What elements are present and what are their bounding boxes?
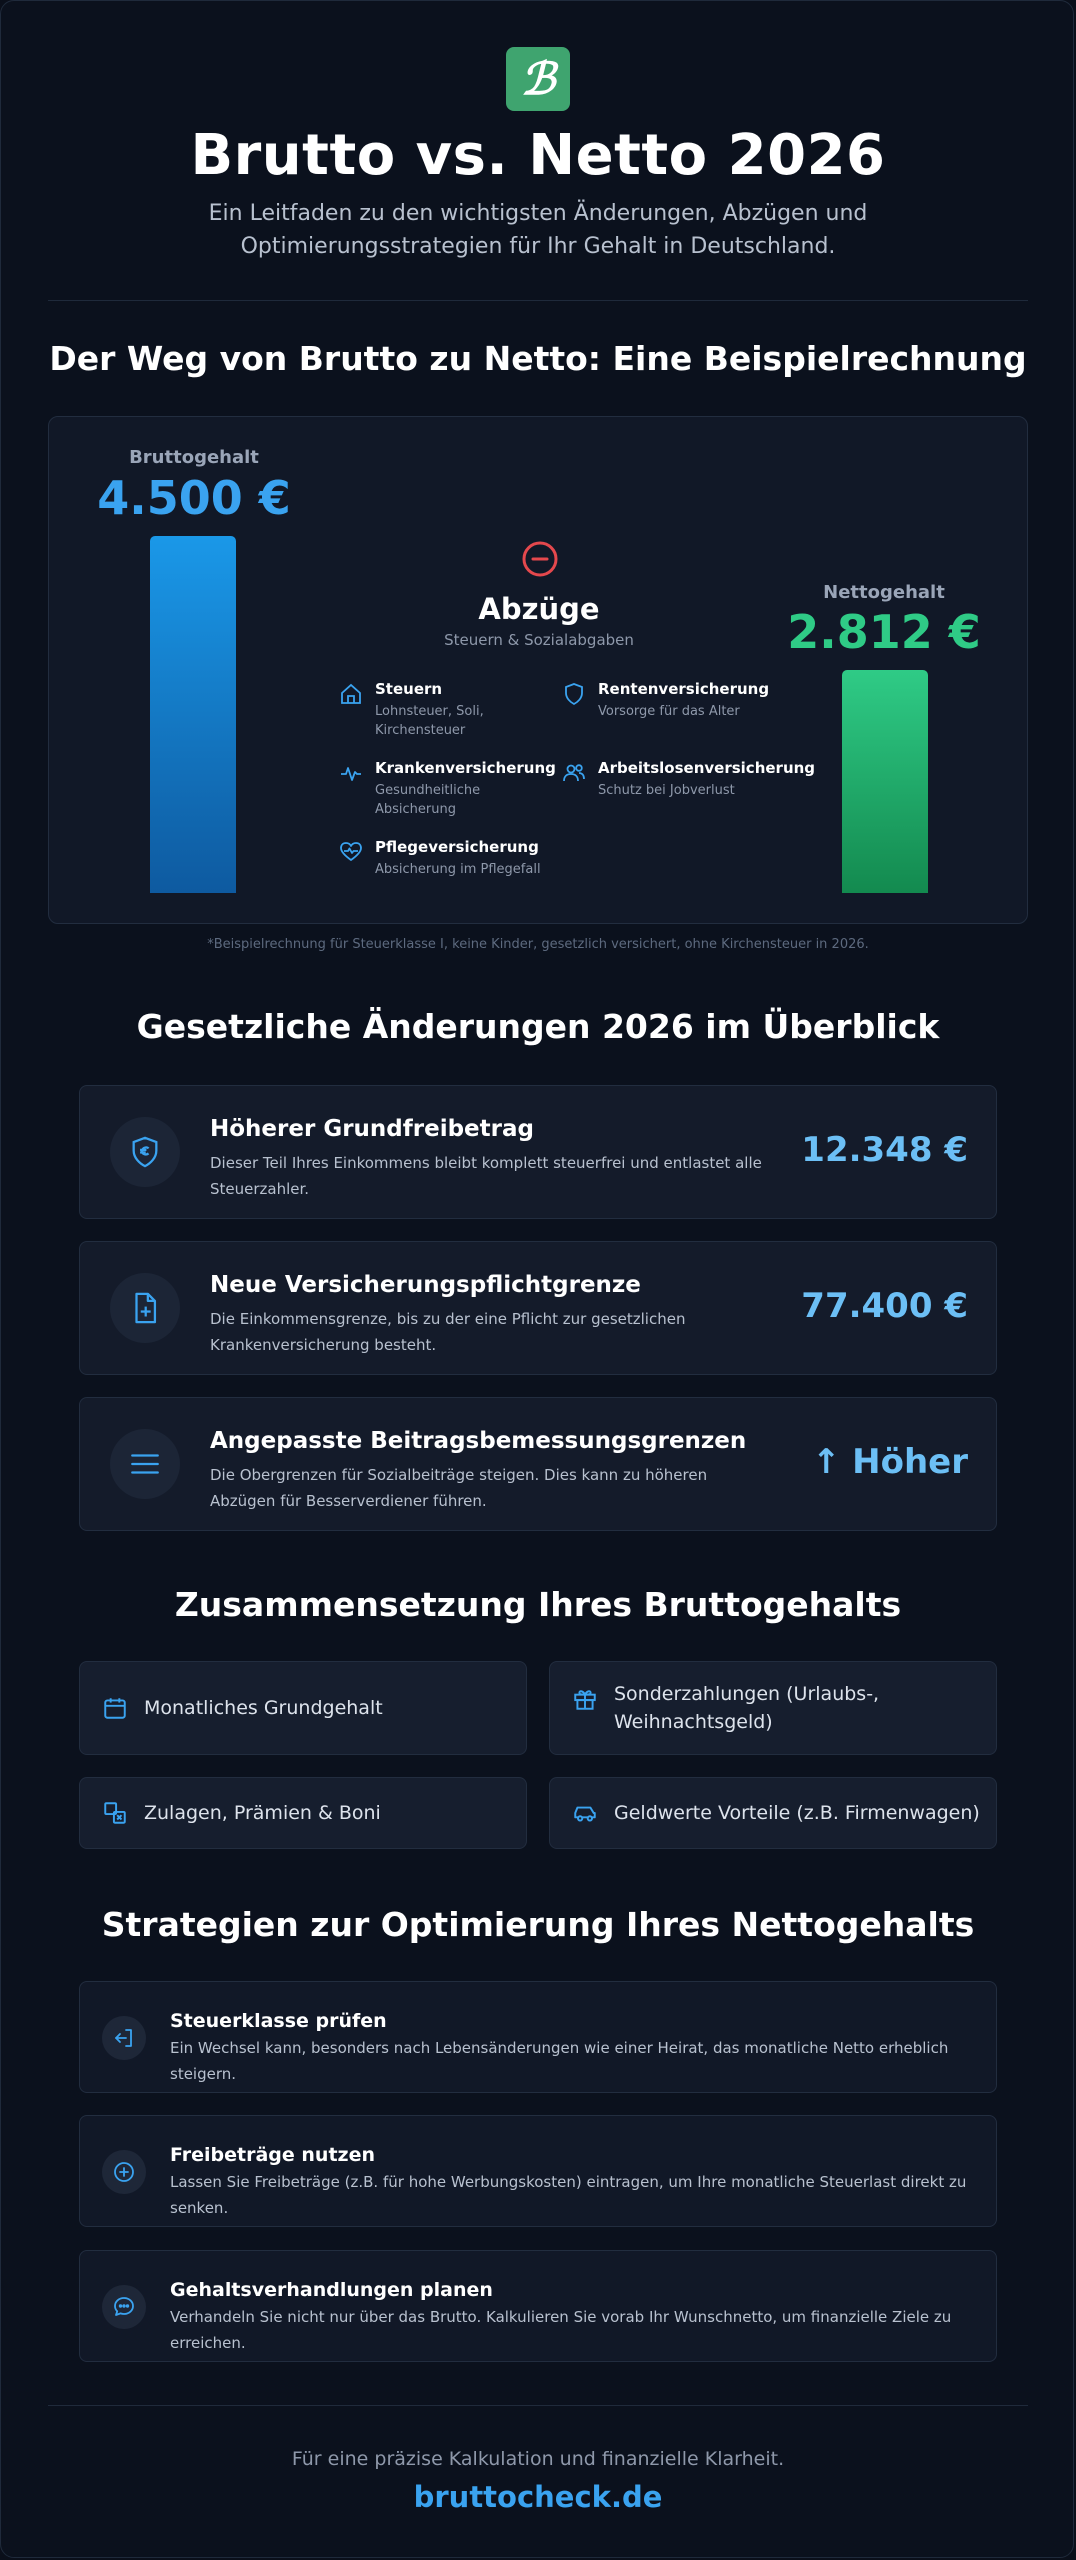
strategy-desc: Verhandeln Sie nicht nur über das Brutto… xyxy=(170,2308,952,2352)
change-card-beitragsbemessungsgrenzen: Angepasste Beitragsbemessungsgrenzen Die… xyxy=(79,1397,997,1531)
composition-label: Monatliches Grundgehalt xyxy=(144,1697,383,1719)
strategy-freibetraege: Freibeträge nutzen Lassen Sie Freibeträg… xyxy=(79,2115,997,2227)
composition-label: Geldwerte Vorteile (z.B. Firmenwagen) xyxy=(614,1802,980,1824)
logo-letter: ℬ xyxy=(520,53,556,105)
change-title: Neue Versicherungspflichtgrenze xyxy=(210,1272,641,1298)
deduction-desc: Absicherung im Pflegefall xyxy=(375,862,541,877)
footer-text: Für eine präzise Kalkulation und finanzi… xyxy=(291,2448,785,2470)
deduction-desc: Vorsorge für das Alter xyxy=(598,704,740,719)
deduction-title: Steuern xyxy=(375,680,443,698)
change-title: Höherer Grundfreibetrag xyxy=(210,1116,534,1142)
change-desc: Die Obergrenzen für Sozialbeiträge steig… xyxy=(210,1466,708,1510)
composition-heading: Zusammensetzung Ihres Bruttogehalts xyxy=(174,1585,902,1624)
strategy-title: Freibeträge nutzen xyxy=(170,2144,376,2166)
calc-footnote: *Beispielrechnung für Steuerklasse I, ke… xyxy=(207,937,869,952)
deduction-desc: Schutz bei Jobverlust xyxy=(598,783,735,798)
strategies-heading: Strategien zur Optimierung Ihres Nettoge… xyxy=(101,1905,975,1944)
shield-icon xyxy=(562,682,586,706)
netto-label: Nettogehalt xyxy=(823,582,945,603)
strategy-title: Gehaltsverhandlungen planen xyxy=(170,2279,493,2301)
swap-icon xyxy=(102,2016,146,2060)
deduction-title: Arbeitslosenversicherung xyxy=(598,759,816,777)
deductions-subtitle: Steuern & Sozialabgaben xyxy=(444,631,634,649)
layers-icon xyxy=(102,1800,128,1826)
deduction-desc: Gesundheitliche Absicherung xyxy=(375,783,481,817)
change-value: 77.400 € xyxy=(801,1286,968,1326)
strategy-desc: Ein Wechsel kann, besonders nach Lebensä… xyxy=(170,2039,949,2083)
house-icon xyxy=(339,682,363,706)
strategy-gehaltsverhandlungen: Gehaltsverhandlungen planen Verhandeln S… xyxy=(79,2250,997,2362)
page-subtitle: Ein Leitfaden zu den wichtigsten Änderun… xyxy=(208,201,868,259)
deduction-title: Krankenversicherung xyxy=(375,759,556,777)
change-value: 12.348 € xyxy=(801,1130,968,1170)
composition-label: Zulagen, Prämien & Boni xyxy=(144,1802,381,1824)
plus-circle-icon xyxy=(102,2150,146,2194)
page-title: Brutto vs. Netto 2026 xyxy=(190,123,886,188)
brutto-label: Bruttogehalt xyxy=(129,447,259,468)
shield-euro-icon xyxy=(110,1117,180,1187)
netto-value: 2.812 € xyxy=(787,605,981,659)
brutto-bar xyxy=(150,536,236,893)
composition-zulagen: Zulagen, Prämien & Boni xyxy=(79,1777,527,1849)
strategy-title: Steuerklasse prüfen xyxy=(170,2010,387,2032)
deductions-title: Abzüge xyxy=(478,592,600,626)
deduction-desc: Lohnsteuer, Soli, Kirchensteuer xyxy=(375,704,484,738)
car-icon xyxy=(572,1800,598,1826)
composition-label: Sonderzahlungen (Urlaubs-, Weihnachtsgel… xyxy=(614,1683,880,1733)
netto-bar xyxy=(842,670,928,893)
divider xyxy=(48,300,1028,301)
gift-icon xyxy=(572,1686,598,1712)
change-value: ↑ Höher xyxy=(811,1442,968,1482)
users-icon xyxy=(562,761,586,785)
calendar-icon xyxy=(102,1695,128,1721)
composition-geldwerte-vorteile: Geldwerte Vorteile (z.B. Firmenwagen) xyxy=(549,1777,997,1849)
change-card-grundfreibetrag: Höherer Grundfreibetrag Dieser Teil Ihre… xyxy=(79,1085,997,1219)
deduction-title: Pflegeversicherung xyxy=(375,838,539,856)
strategy-steuerklasse: Steuerklasse prüfen Ein Wechsel kann, be… xyxy=(79,1981,997,2093)
pulse-icon xyxy=(339,761,363,785)
menu-icon xyxy=(110,1429,180,1499)
strategy-desc: Lassen Sie Freibeträge (z.B. für hohe We… xyxy=(170,2173,967,2217)
calc-card: Bruttogehalt 4.500 € Abzüge Steuern & So… xyxy=(48,416,1028,924)
brutto-value: 4.500 € xyxy=(97,471,291,525)
logo: ℬ xyxy=(506,47,570,111)
heart-pulse-icon xyxy=(339,840,363,864)
composition-grundgehalt: Monatliches Grundgehalt xyxy=(79,1661,527,1755)
change-title: Angepasste Beitragsbemessungsgrenzen xyxy=(210,1428,747,1454)
calc-heading: Der Weg von Brutto zu Netto: Eine Beispi… xyxy=(49,339,1027,378)
changes-heading: Gesetzliche Änderungen 2026 im Überblick xyxy=(136,1007,940,1046)
composition-sonderzahlungen: Sonderzahlungen (Urlaubs-, Weihnachtsgel… xyxy=(549,1661,997,1755)
file-plus-icon xyxy=(110,1273,180,1343)
change-desc: Die Einkommensgrenze, bis zu der eine Pf… xyxy=(210,1310,686,1354)
chat-icon xyxy=(102,2285,146,2329)
change-card-versicherungspflichtgrenze: Neue Versicherungspflichtgrenze Die Eink… xyxy=(79,1241,997,1375)
divider xyxy=(48,2405,1028,2406)
footer-link[interactable]: bruttocheck.de xyxy=(413,2480,663,2514)
deduction-title: Rentenversicherung xyxy=(598,680,770,698)
change-desc: Dieser Teil Ihres Einkommens bleibt komp… xyxy=(210,1154,762,1198)
minus-icon xyxy=(521,540,559,578)
